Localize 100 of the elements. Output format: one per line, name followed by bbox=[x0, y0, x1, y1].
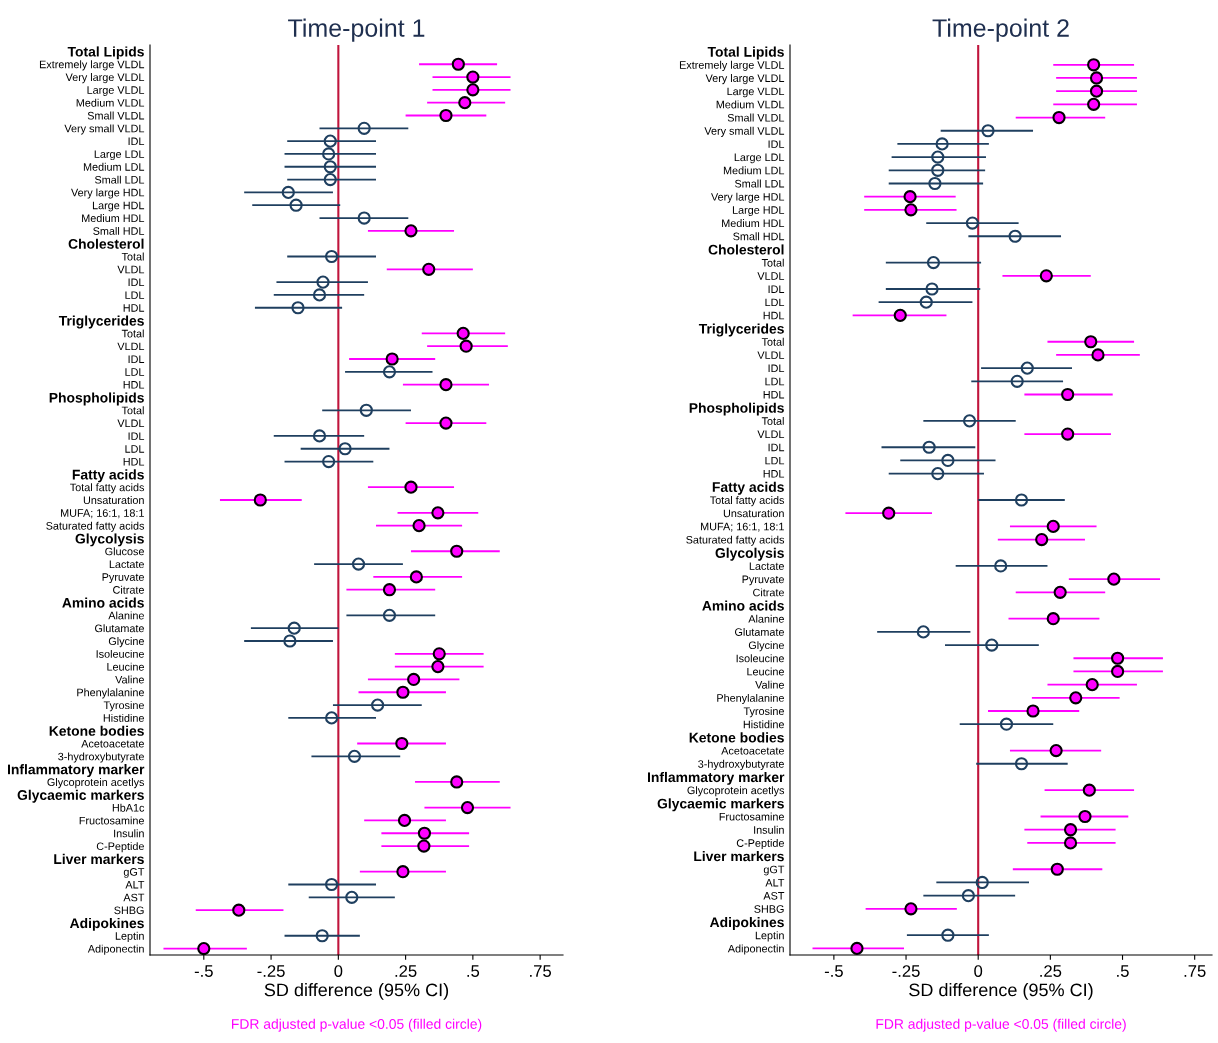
point bbox=[439, 416, 453, 430]
point bbox=[962, 414, 977, 428]
y-tick-label: Very large HDL bbox=[711, 192, 785, 203]
y-tick-label: gGT bbox=[763, 865, 785, 876]
y-tick-label: Total bbox=[761, 258, 784, 267]
y-tick-label: Liver markers bbox=[54, 853, 144, 865]
point bbox=[961, 889, 975, 903]
point bbox=[409, 570, 423, 584]
point bbox=[850, 941, 864, 955]
y-tick-label: MUFA; 16:1, 18:1 bbox=[701, 522, 784, 532]
y-tick-label: Phospholipids bbox=[49, 392, 144, 406]
point bbox=[291, 301, 305, 315]
point bbox=[323, 134, 337, 148]
y-tick-label: Leucine bbox=[107, 662, 144, 671]
y-tick-label: Total fatty acids bbox=[70, 483, 145, 494]
point bbox=[431, 506, 445, 520]
point bbox=[1078, 809, 1092, 824]
point bbox=[432, 647, 446, 661]
point bbox=[1087, 97, 1101, 111]
y-tick-label: Ketone bodies bbox=[49, 725, 144, 736]
point bbox=[916, 625, 930, 639]
point bbox=[322, 147, 336, 161]
point bbox=[466, 83, 480, 97]
point bbox=[395, 736, 409, 751]
y-tick-label: Ketone bodies bbox=[689, 732, 784, 743]
y-tick-label: 3-hydroxybutyrate bbox=[58, 752, 144, 763]
point bbox=[1052, 110, 1066, 125]
y-tick-label: Very large VLDL bbox=[705, 74, 785, 85]
y-tick-label: Very large HDL bbox=[71, 188, 145, 199]
y-tick-label: VLDL bbox=[117, 265, 145, 274]
point bbox=[323, 172, 337, 187]
point bbox=[325, 877, 339, 892]
point bbox=[1063, 836, 1078, 850]
point bbox=[417, 839, 431, 853]
y-tick-label: Total bbox=[121, 329, 144, 338]
y-tick-label: Inflammatory marker bbox=[7, 764, 145, 778]
x-tick-label: -.5 bbox=[824, 965, 843, 977]
point bbox=[919, 295, 933, 309]
point bbox=[931, 467, 945, 481]
y-tick-label: Glycoprotein acetlys bbox=[47, 778, 145, 789]
y-tick-label: Total bbox=[121, 406, 144, 415]
y-tick-label: Pyruvate bbox=[102, 573, 144, 584]
x-tick-label: -.5 bbox=[194, 965, 213, 977]
y-tick-label: Triglycerides bbox=[58, 315, 144, 329]
point bbox=[345, 890, 359, 904]
y-tick-label: 3-hydroxybutyrate bbox=[698, 759, 784, 770]
y-tick-label: Medium VLDL bbox=[716, 100, 785, 109]
y-tick-label: Very small VLDL bbox=[64, 124, 145, 135]
point bbox=[1069, 691, 1083, 705]
y-tick-label: Citrate bbox=[753, 588, 784, 597]
y-tick-label: C-Peptide bbox=[96, 842, 144, 853]
y-tick-label: IDL bbox=[768, 285, 785, 293]
y-tick-label: SHBG bbox=[114, 906, 144, 915]
x-tick-label: .25 bbox=[395, 965, 417, 977]
point bbox=[1049, 743, 1063, 758]
y-tick-label: Glycine bbox=[748, 641, 784, 652]
point bbox=[1008, 229, 1022, 243]
point bbox=[347, 749, 362, 763]
y-tick-label: MUFA; 16:1, 18:1 bbox=[61, 509, 144, 519]
point bbox=[315, 929, 329, 943]
point bbox=[1085, 678, 1099, 692]
y-tick-label: Pyruvate bbox=[742, 575, 784, 586]
y-tick-label: Acetoacetate bbox=[721, 747, 784, 755]
y-tick-label: IDL bbox=[128, 278, 145, 287]
x-tick-label: .75 bbox=[530, 965, 552, 977]
y-tick-label: Medium VLDL bbox=[76, 98, 145, 107]
x-tick-label: -.25 bbox=[257, 965, 285, 977]
point bbox=[338, 442, 352, 456]
point bbox=[357, 121, 371, 135]
point bbox=[1020, 361, 1034, 375]
y-tick-label: Total bbox=[761, 416, 784, 425]
y-tick-label: Medium HDL bbox=[722, 219, 785, 228]
point bbox=[925, 282, 939, 296]
point bbox=[325, 711, 339, 725]
y-tick-label: VLDL bbox=[757, 272, 785, 280]
point bbox=[935, 137, 949, 151]
y-tick-label: Total bbox=[121, 252, 144, 261]
y-tick-label: Large LDL bbox=[94, 150, 145, 161]
y-tick-label: Extremely large VLDL bbox=[679, 60, 785, 71]
point bbox=[893, 308, 907, 322]
point bbox=[458, 96, 472, 110]
y-tick-label: Large VLDL bbox=[727, 87, 785, 98]
y-tick-label: Small VLDL bbox=[87, 111, 145, 120]
x-tick-label: 0 bbox=[334, 965, 343, 977]
y-tick-label: Phenylalanine bbox=[717, 693, 784, 704]
point bbox=[289, 198, 303, 212]
point bbox=[999, 717, 1014, 731]
point bbox=[396, 685, 410, 699]
point bbox=[1111, 651, 1125, 665]
y-tick-label: IDL bbox=[128, 355, 145, 363]
y-tick-label: HDL bbox=[123, 304, 145, 312]
point bbox=[417, 826, 432, 840]
y-tick-label: Glycolysis bbox=[715, 547, 784, 561]
point bbox=[1039, 269, 1053, 283]
y-tick-label: Lactate bbox=[749, 562, 784, 570]
y-tick-label: Very large VLDL bbox=[65, 73, 145, 84]
y-tick-label: Fructosamine bbox=[79, 816, 144, 825]
point bbox=[460, 801, 475, 815]
point bbox=[466, 70, 480, 84]
point bbox=[1107, 572, 1121, 586]
